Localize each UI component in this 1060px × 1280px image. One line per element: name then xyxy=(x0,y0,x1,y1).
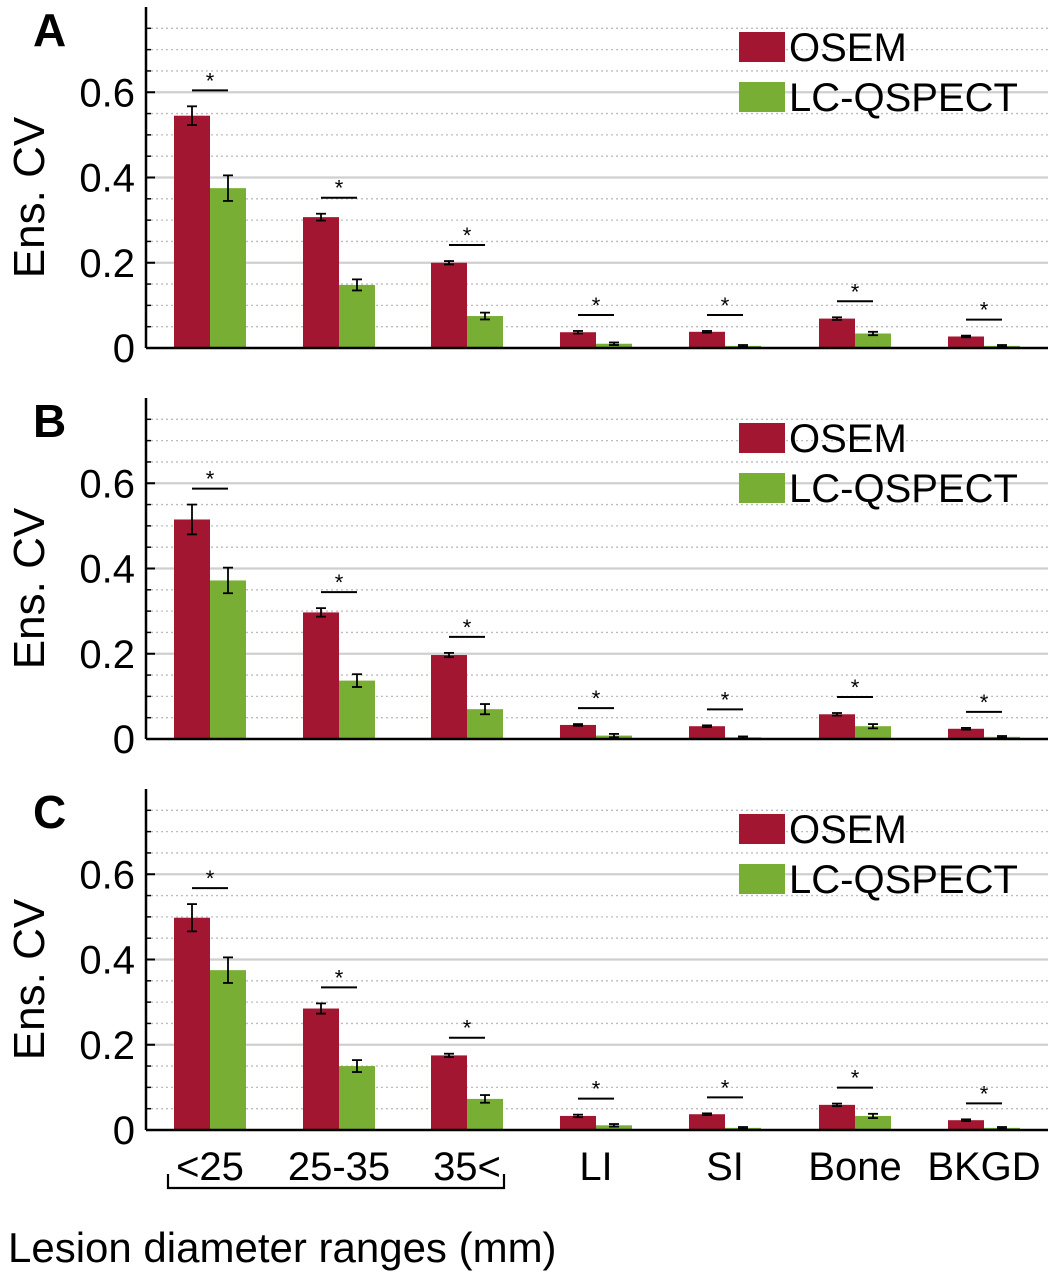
x-tick-label: <25 xyxy=(176,1145,244,1189)
significance-star: * xyxy=(592,293,601,318)
x-tick-label: LI xyxy=(579,1145,612,1189)
significance-star: * xyxy=(335,570,344,595)
bar-osem-1 xyxy=(174,115,210,348)
bar-osem-6 xyxy=(819,714,855,739)
y-tick-label: 0.6 xyxy=(79,853,135,897)
x-tick-label: SI xyxy=(706,1145,744,1189)
x-tick-label: 25-35 xyxy=(288,1145,390,1189)
chart-panel-a: * * * * * * * 0 0.2 0.4 0.6 Ens. CV A OSEM LC-QSPECT xyxy=(5,4,1048,371)
significance-star: * xyxy=(980,298,989,323)
significance-star: * xyxy=(463,615,472,640)
y-tick-label: 0.6 xyxy=(79,71,135,115)
y-axis-label: Ens. CV xyxy=(5,898,54,1060)
bar-osem-2 xyxy=(303,612,339,739)
significance-star: * xyxy=(721,687,730,712)
y-axis-label: Ens. CV xyxy=(5,507,54,669)
bar-lc-qspect-2 xyxy=(339,680,375,739)
bar-osem-5 xyxy=(689,331,725,348)
bar-lc-qspect-4 xyxy=(596,1125,632,1130)
panel-label: C xyxy=(33,786,66,838)
panel-label: B xyxy=(33,395,66,447)
bar-lc-qspect-2 xyxy=(339,284,375,348)
legend-swatch-osem xyxy=(739,32,785,62)
bar-lc-qspect-1 xyxy=(210,580,246,739)
significance-star: * xyxy=(980,1081,989,1106)
bar-osem-3 xyxy=(431,262,467,348)
bar-lc-qspect-3 xyxy=(467,1098,503,1130)
bar-osem-1 xyxy=(174,519,210,739)
bar-lc-qspect-1 xyxy=(210,970,246,1130)
legend-swatch-osem xyxy=(739,814,785,844)
bar-osem-4 xyxy=(560,332,596,348)
significance-star: * xyxy=(206,866,215,891)
bar-osem-4 xyxy=(560,724,596,739)
x-axis-label: Lesion diameter ranges (mm) xyxy=(8,1224,557,1271)
y-tick-label: 0.6 xyxy=(79,462,135,506)
y-tick-label: 0 xyxy=(113,718,135,762)
x-tick-label: BKGD xyxy=(927,1145,1040,1189)
bar-osem-6 xyxy=(819,318,855,348)
significance-star: * xyxy=(335,965,344,990)
significance-star: * xyxy=(851,1066,860,1091)
bar-osem-2 xyxy=(303,217,339,348)
significance-star: * xyxy=(592,1077,601,1102)
bar-osem-3 xyxy=(431,1055,467,1130)
bar-osem-5 xyxy=(689,1114,725,1130)
bar-lc-qspect-6 xyxy=(855,1115,891,1130)
y-tick-label: 0.4 xyxy=(79,157,135,201)
significance-star: * xyxy=(721,1075,730,1100)
y-tick-label: 0 xyxy=(113,1109,135,1153)
legend-swatch-lc-qspect xyxy=(739,82,785,112)
bar-lc-qspect-1 xyxy=(210,188,246,348)
bar-lc-qspect-3 xyxy=(467,316,503,348)
legend-label-lc-qspect: LC-QSPECT xyxy=(789,858,1018,902)
significance-star: * xyxy=(592,686,601,711)
bar-osem-1 xyxy=(174,917,210,1130)
y-axis-label: Ens. CV xyxy=(5,116,54,278)
bar-osem-3 xyxy=(431,655,467,739)
bar-lc-qspect-6 xyxy=(855,333,891,348)
bar-osem-7 xyxy=(948,336,984,348)
bar-osem-7 xyxy=(948,728,984,739)
significance-star: * xyxy=(335,176,344,201)
significance-star: * xyxy=(206,68,215,93)
legend-swatch-lc-qspect xyxy=(739,864,785,894)
y-tick-label: 0.2 xyxy=(79,1024,135,1068)
significance-star: * xyxy=(851,675,860,700)
y-tick-label: 0.4 xyxy=(79,548,135,592)
bar-osem-4 xyxy=(560,1115,596,1130)
legend-label-osem: OSEM xyxy=(789,808,907,852)
bar-osem-7 xyxy=(948,1120,984,1130)
significance-star: * xyxy=(980,690,989,715)
legend-label-lc-qspect: LC-QSPECT xyxy=(789,76,1018,120)
chart-panel-b: * * * * * * * 0 0.2 0.4 0.6 Ens. CV B OSEM LC-QSPECT xyxy=(5,395,1048,762)
bar-lc-qspect-6 xyxy=(855,726,891,739)
significance-star: * xyxy=(206,467,215,492)
x-tick-label: 35< xyxy=(433,1145,501,1189)
bar-osem-5 xyxy=(689,726,725,739)
legend-label-osem: OSEM xyxy=(789,417,907,461)
bar-osem-2 xyxy=(303,1008,339,1130)
bar-osem-6 xyxy=(819,1104,855,1130)
x-tick-label: Bone xyxy=(808,1145,901,1189)
y-tick-label: 0 xyxy=(113,327,135,371)
significance-star: * xyxy=(463,1016,472,1041)
legend-label-lc-qspect: LC-QSPECT xyxy=(789,467,1018,511)
legend-swatch-osem xyxy=(739,423,785,453)
panel-label: A xyxy=(33,4,66,56)
significance-star: * xyxy=(721,293,730,318)
y-tick-label: 0.2 xyxy=(79,242,135,286)
bar-lc-qspect-2 xyxy=(339,1066,375,1130)
category-bracket xyxy=(166,1174,506,1190)
chart-panel-c: * * * * * * * 0 0.2 0.4 0.6 Ens. CV C OSEM LC-QSPECT <2… xyxy=(5,786,1048,1271)
legend-label-osem: OSEM xyxy=(789,26,907,70)
y-tick-label: 0.4 xyxy=(79,939,135,983)
legend-swatch-lc-qspect xyxy=(739,473,785,503)
significance-star: * xyxy=(463,223,472,248)
significance-star: * xyxy=(851,279,860,304)
y-tick-label: 0.2 xyxy=(79,633,135,677)
